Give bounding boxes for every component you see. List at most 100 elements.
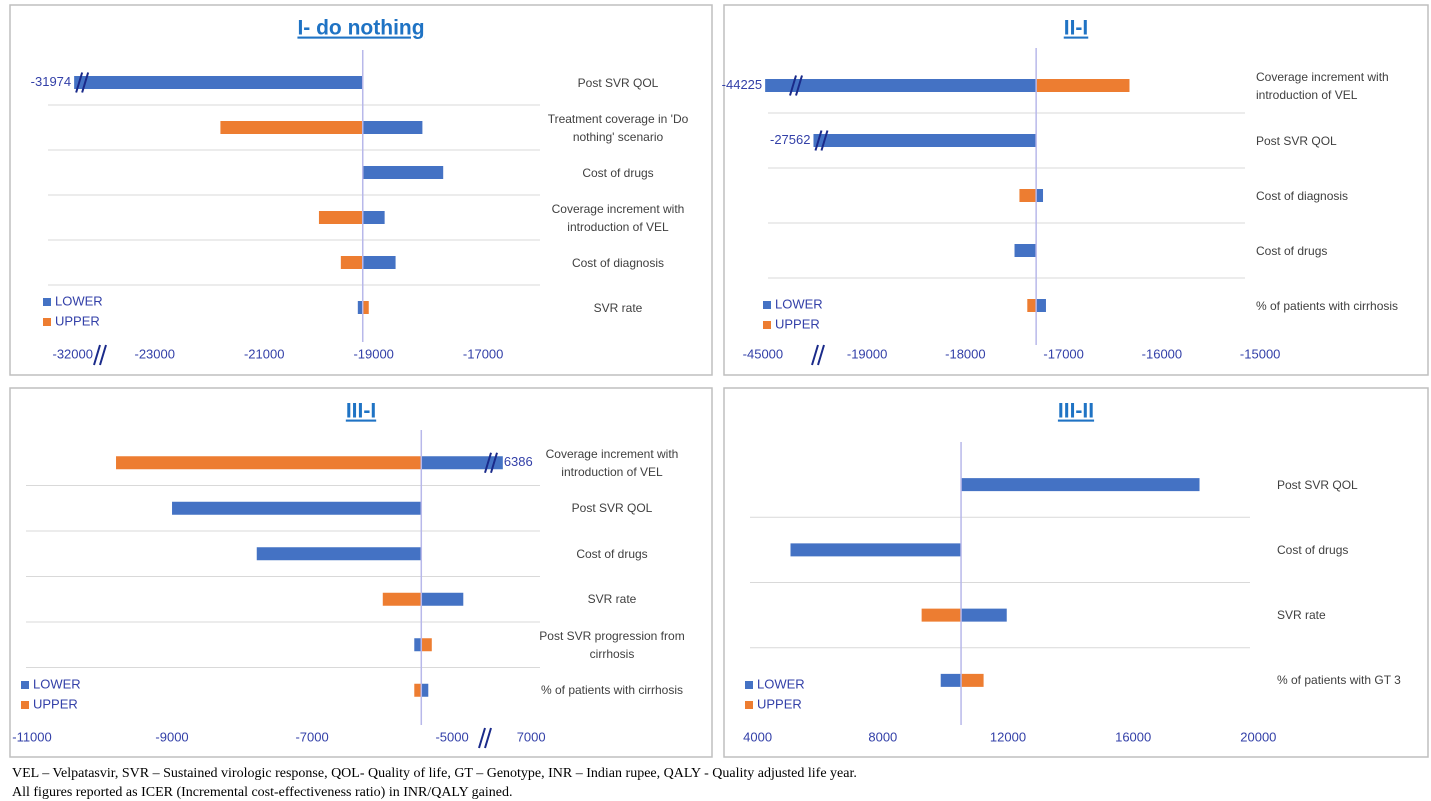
category-label: Post SVR QOL: [1256, 133, 1337, 148]
category-label-wrap: Cost of diagnosis: [1256, 176, 1426, 216]
legend-swatch: [763, 301, 771, 309]
bar: [961, 478, 1200, 492]
x-tick-label: -45000: [743, 346, 783, 361]
legend-swatch: [21, 681, 29, 689]
legend-swatch: [763, 321, 771, 329]
category-label-box: Post SVR QOL: [538, 63, 698, 103]
bar: [362, 211, 385, 224]
chart-title: III-I: [346, 400, 376, 423]
axis-break: [795, 75, 803, 96]
x-tick-label: -16000: [1142, 346, 1182, 361]
axis-break: [93, 344, 101, 366]
axis-break: [478, 727, 486, 749]
chart-title: III-II: [1058, 400, 1094, 423]
category-label: Coverage increment with introduction of …: [1256, 69, 1389, 102]
category-label-box: Cost of drugs: [576, 546, 648, 561]
category-label: Post SVR QOL: [571, 501, 653, 516]
x-tick-label: -18000: [945, 346, 985, 361]
x-tick-label: 12000: [990, 729, 1026, 744]
bar: [220, 121, 363, 134]
axis-break: [99, 344, 107, 366]
category-label: Cost of drugs: [1256, 243, 1328, 258]
category-label-wrap: Post SVR QOL: [1277, 465, 1427, 505]
x-tick-label: 8000: [868, 729, 897, 744]
category-label: Post SVR progression from cirrhosis: [539, 628, 685, 661]
bar: [382, 592, 422, 606]
x-tick-label: 20000: [1240, 729, 1276, 744]
category-label: Cost of drugs: [582, 165, 654, 180]
bar: [961, 673, 984, 687]
bar: [1019, 189, 1037, 202]
chart-title: II-I: [1064, 17, 1089, 40]
bar: [362, 301, 369, 314]
category-label-wrap: % of patients with cirrhosis: [532, 670, 692, 710]
chart-title: I- do nothing: [297, 17, 424, 40]
category-label-box: % of patients with cirrhosis: [1256, 298, 1399, 313]
legend-swatch: [745, 701, 753, 709]
legend-swatch: [43, 298, 51, 306]
x-tick-label: -17000: [463, 346, 503, 361]
category-label-wrap: Cost of drugs: [1256, 231, 1426, 271]
bar: [414, 683, 422, 697]
legend-label: UPPER: [33, 696, 78, 711]
legend-label: LOWER: [775, 296, 823, 311]
bar: [340, 256, 363, 269]
category-label-box: Post SVR progression from cirrhosis: [539, 628, 685, 661]
bar: [421, 456, 503, 470]
category-label: Cost of diagnosis: [571, 255, 665, 270]
category-label: Post SVR QOL: [577, 75, 659, 90]
x-tick-label: -5000: [435, 729, 468, 744]
legend-swatch: [43, 318, 51, 326]
category-label-box: Coverage increment with introduction of …: [545, 446, 679, 479]
category-label-box: SVR rate: [1277, 608, 1326, 622]
x-tick-label: -23000: [134, 346, 174, 361]
category-label-wrap: Post SVR QOL: [538, 63, 698, 103]
x-tick-label: 16000: [1115, 729, 1151, 744]
axis-break: [789, 75, 797, 96]
axis-break: [814, 130, 823, 151]
bar: [414, 638, 422, 652]
legend-label: LOWER: [33, 676, 81, 691]
category-label-box: Post SVR QOL: [1256, 133, 1337, 148]
bar: [421, 683, 429, 697]
bar: [172, 501, 422, 515]
x-tick-label: -19000: [847, 346, 887, 361]
bar: [1027, 299, 1037, 312]
category-label: % of patients with cirrhosis: [1256, 298, 1399, 313]
category-label-wrap: Coverage increment with introduction of …: [538, 198, 698, 238]
x-tick-label: -7000: [295, 729, 328, 744]
axis-break: [811, 344, 819, 366]
category-label-wrap: % of patients with GT 3: [1277, 660, 1427, 700]
category-label-box: SVR rate: [538, 288, 698, 328]
bar: [318, 211, 363, 224]
bar: [1036, 189, 1044, 202]
x-tick-label: -15000: [1240, 346, 1280, 361]
value-label: -44225: [722, 77, 762, 92]
category-label: Post SVR QOL: [1277, 477, 1358, 492]
category-label-box: Cost of drugs: [582, 165, 654, 180]
x-tick-label: -9000: [155, 729, 188, 744]
legend-label: LOWER: [55, 293, 103, 308]
category-label: Cost of drugs: [576, 546, 648, 561]
category-label: Coverage increment with introduction of …: [545, 446, 679, 479]
bar: [961, 608, 1007, 622]
bar: [1036, 79, 1130, 92]
category-label-wrap: Cost of diagnosis: [538, 243, 698, 283]
bar: [74, 76, 363, 89]
category-label-wrap: SVR rate: [538, 288, 698, 328]
bar: [421, 638, 432, 652]
value-label: -31974: [31, 74, 71, 89]
axis-break: [484, 727, 492, 749]
category-label-box: % of patients with GT 3: [1277, 660, 1427, 700]
category-label: Coverage increment with introduction of …: [551, 201, 685, 234]
legend-swatch: [21, 701, 29, 709]
category-label-box: Post SVR QOL: [1277, 465, 1427, 505]
legend-swatch: [745, 681, 753, 689]
bar: [921, 608, 962, 622]
panel-border: [9, 4, 713, 376]
axis-break: [75, 72, 84, 93]
x-tick-label: 4000: [743, 729, 772, 744]
x-tick-label: 7000: [517, 729, 546, 744]
